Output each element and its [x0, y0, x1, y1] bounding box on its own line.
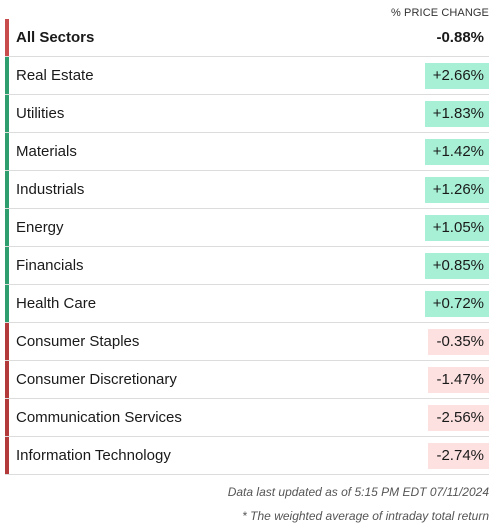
sector-table: All Sectors -0.88% Real Estate +2.66% Util… — [0, 19, 499, 475]
table-row[interactable]: Materials +1.42% — [5, 133, 489, 171]
sector-name: Consumer Staples — [16, 333, 140, 350]
sector-name: Consumer Discretionary — [16, 371, 177, 388]
sector-name: Information Technology — [16, 447, 171, 464]
table-header: % PRICE CHANGE — [0, 0, 499, 22]
table-row-all-sectors[interactable]: All Sectors -0.88% — [5, 19, 489, 57]
sector-name: Materials — [16, 143, 77, 160]
direction-indicator-bar — [5, 209, 9, 246]
sector-name: Real Estate — [16, 67, 94, 84]
sector-name: Energy — [16, 219, 64, 236]
direction-indicator-bar — [5, 437, 9, 474]
price-change-column-label: % PRICE CHANGE — [391, 7, 489, 19]
table-row[interactable]: Consumer Discretionary -1.47% — [5, 361, 489, 399]
table-row[interactable]: Energy +1.05% — [5, 209, 489, 247]
weighted-average-footnote: * The weighted average of intraday total… — [242, 509, 489, 523]
direction-indicator-bar — [5, 399, 9, 436]
sector-change-value: +0.72% — [424, 291, 489, 317]
sector-name: Financials — [16, 257, 84, 274]
sector-change-value: +1.42% — [424, 139, 489, 165]
sector-name: Communication Services — [16, 409, 182, 426]
direction-indicator-bar — [5, 247, 9, 284]
table-row[interactable]: Information Technology -2.74% — [5, 437, 489, 475]
sector-name: Health Care — [16, 295, 97, 312]
sector-name: Industrials — [16, 181, 85, 198]
direction-indicator-bar — [5, 285, 9, 322]
table-row[interactable]: Financials +0.85% — [5, 247, 489, 285]
sector-name: All Sectors — [16, 29, 95, 46]
sector-change-value: -0.88% — [436, 29, 484, 46]
table-row[interactable]: Utilities +1.83% — [5, 95, 489, 133]
sector-change-value: +1.26% — [424, 177, 489, 203]
direction-indicator-bar — [5, 133, 9, 170]
sector-name: Utilities — [16, 105, 65, 122]
sector-change-value: +0.85% — [424, 253, 489, 279]
direction-indicator-bar — [5, 323, 9, 360]
sector-change-value: -2.74% — [428, 443, 489, 469]
table-row[interactable]: Industrials +1.26% — [5, 171, 489, 209]
table-row[interactable]: Real Estate +2.66% — [5, 57, 489, 95]
direction-indicator-bar — [5, 361, 9, 398]
direction-indicator-bar — [5, 57, 9, 94]
table-row[interactable]: Health Care +0.72% — [5, 285, 489, 323]
table-row[interactable]: Communication Services -2.56% — [5, 399, 489, 437]
sector-change-value: -2.56% — [428, 405, 489, 431]
direction-indicator-bar — [5, 171, 9, 208]
data-updated-note: Data last updated as of 5:15 PM EDT 07/1… — [227, 485, 489, 499]
direction-indicator-bar — [5, 95, 9, 132]
sector-change-value: -0.35% — [428, 329, 489, 355]
sector-change-value: -1.47% — [428, 367, 489, 393]
sector-change-value: +2.66% — [424, 63, 489, 89]
table-row[interactable]: Consumer Staples -0.35% — [5, 323, 489, 361]
total-indicator-bar — [5, 19, 9, 56]
sector-change-value: +1.05% — [424, 215, 489, 241]
sector-change-value: +1.83% — [424, 101, 489, 127]
